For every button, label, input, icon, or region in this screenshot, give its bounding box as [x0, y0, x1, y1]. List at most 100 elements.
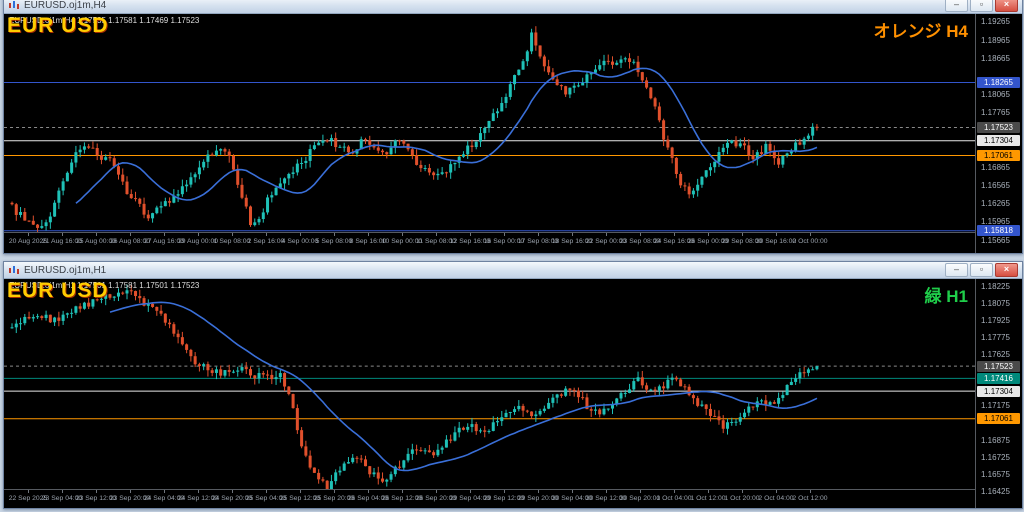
time-tick-label: 2 Oct 04:00 — [758, 495, 794, 502]
price-scale[interactable]: 1.17416 1.17304 1.17061 1.17523 1.18225 1.180… — [975, 279, 1022, 508]
price-tick-label: 1.16865 — [981, 162, 1010, 172]
time-tick-label: 26 Sep 00:00 — [687, 238, 729, 245]
time-tick-label: 25 Sep 20:00 — [313, 495, 355, 502]
time-tick-label: 2 Sep 16:00 — [247, 238, 285, 245]
time-tick-mark — [538, 490, 539, 493]
price-tick-label: 1.16265 — [981, 199, 1010, 209]
time-tick-label: 18 Sep 16:00 — [551, 238, 593, 245]
time-tick-mark — [368, 490, 369, 493]
moving-average-line — [109, 301, 818, 472]
time-tick-label: 2 Oct 00:00 — [792, 238, 828, 245]
price-tick-label: 1.16565 — [981, 181, 1010, 190]
time-tick-label: 1 Sep 08:00 — [213, 238, 251, 245]
price-scale[interactable]: 1.18265 1.17304 1.17061 1.15818 1.17523 1.192… — [975, 14, 1022, 253]
price-tick-label: 1.18075 — [981, 298, 1010, 308]
price-badge: 1.17416 — [977, 372, 1020, 384]
price-tick-label: 1.17625 — [981, 349, 1010, 359]
time-tick-mark — [300, 233, 301, 236]
time-tick-label: 8 Sep 16:00 — [349, 238, 387, 245]
chart-window-h4: EURUSD.oj1m,H4 – ▫ × EURUSD.oj1m,H4 1.17… — [3, 0, 1023, 254]
time-tick-mark — [130, 233, 131, 236]
time-tick-mark — [640, 233, 641, 236]
price-badge: 1.17304 — [977, 135, 1020, 147]
time-tick-mark — [62, 490, 63, 493]
price-badge: 1.15818 — [977, 225, 1020, 237]
price-tick-label: 1.19265 — [981, 17, 1010, 27]
time-tick-mark — [810, 233, 811, 236]
restore-button[interactable]: ▫ — [970, 263, 993, 277]
time-tick-label: 24 Sep 04:00 — [143, 495, 185, 502]
time-tick-label: 25 Sep 04:00 — [245, 495, 287, 502]
chart-window-icon — [8, 265, 20, 276]
time-tick-label: 23 Sep 08:00 — [619, 238, 661, 245]
window-controls: – ▫ × — [945, 0, 1018, 12]
time-tick-label: 22 Sep 00:00 — [585, 238, 627, 245]
time-tick-mark — [368, 233, 369, 236]
time-tick-label: 29 Sep 04:00 — [449, 495, 491, 502]
time-tick-label: 26 Sep 20:00 — [415, 495, 457, 502]
time-tick-mark — [674, 490, 675, 493]
time-tick-mark — [810, 490, 811, 493]
time-tick-label: 23 Sep 12:00 — [75, 495, 117, 502]
time-tick-label: 22 Sep 2025 — [8, 495, 48, 502]
time-tick-label: 10 Sep 00:00 — [381, 238, 423, 245]
time-tick-mark — [334, 490, 335, 493]
minimize-button[interactable]: – — [945, 263, 968, 277]
time-tick-mark — [198, 233, 199, 236]
time-tick-label: 1 Oct 12:00 — [690, 495, 726, 502]
time-axis[interactable]: 20 Aug 2025 21 Aug 16:00 25 Aug 00:00 26 Au… — [4, 232, 975, 253]
time-tick-mark — [504, 490, 505, 493]
window-title: EURUSD.oj1m,H4 — [24, 0, 107, 11]
price-tick-label: 1.16575 — [981, 469, 1010, 479]
price-tick-label: 1.17765 — [981, 108, 1010, 118]
time-tick-mark — [266, 490, 267, 493]
time-tick-label: 5 Sep 08:00 — [315, 238, 353, 245]
price-badge: 1.17061 — [977, 413, 1020, 425]
time-tick-label: 1 Oct 04:00 — [656, 495, 692, 502]
window-titlebar[interactable]: EURUSD.oj1m,H4 – ▫ × — [4, 0, 1022, 14]
minimize-button[interactable]: – — [945, 0, 968, 12]
chart-plot-area[interactable]: EURUSD.oj1m,H1 1.17501 1.17581 1.17501 1… — [4, 279, 975, 489]
time-tick-label: 2 Oct 12:00 — [792, 495, 828, 502]
candlestick-chart — [4, 284, 975, 489]
time-tick-mark — [164, 233, 165, 236]
time-tick-label: 17 Sep 08:00 — [517, 238, 559, 245]
time-tick-mark — [164, 490, 165, 493]
window-title: EURUSD.oj1m,H1 — [24, 264, 107, 276]
time-tick-label: 23 Sep 20:00 — [109, 495, 151, 502]
candlestick-chart — [4, 26, 975, 232]
time-tick-label: 29 Aug 00:00 — [177, 238, 219, 245]
price-badge: 1.17061 — [977, 149, 1020, 161]
restore-button[interactable]: ▫ — [970, 0, 993, 12]
time-tick-label: 25 Aug 00:00 — [75, 238, 117, 245]
time-tick-mark — [708, 233, 709, 236]
time-tick-mark — [96, 490, 97, 493]
time-tick-label: 30 Sep 20:00 — [619, 495, 661, 502]
moving-average-line — [75, 67, 818, 204]
time-tick-mark — [470, 490, 471, 493]
price-tick-label: 1.16875 — [981, 435, 1010, 445]
time-tick-label: 23 Sep 04:00 — [41, 495, 83, 502]
close-button[interactable]: × — [995, 263, 1018, 277]
time-tick-label: 24 Sep 12:00 — [177, 495, 219, 502]
time-tick-mark — [436, 233, 437, 236]
time-axis[interactable]: 22 Sep 2025 23 Sep 04:00 23 Sep 12:00 23 Se… — [4, 489, 975, 508]
time-tick-label: 4 Sep 00:00 — [281, 238, 319, 245]
time-tick-label: 21 Aug 16:00 — [41, 238, 83, 245]
candles-layer — [10, 26, 819, 232]
price-tick-label: 1.16425 — [981, 486, 1010, 496]
window-titlebar[interactable]: EURUSD.oj1m,H1 – ▫ × — [4, 262, 1022, 279]
chart-window-h1: EURUSD.oj1m,H1 – ▫ × EURUSD.oj1m,H1 1.17… — [3, 261, 1023, 509]
chart-plot-area[interactable]: EURUSD.oj1m,H4 1.17535 1.17581 1.17469 1… — [4, 14, 975, 232]
time-tick-label: 1 Oct 20:00 — [724, 495, 760, 502]
price-tick-label: 1.15665 — [981, 235, 1010, 245]
time-tick-mark — [470, 233, 471, 236]
price-tick-label: 1.18665 — [981, 53, 1010, 63]
symbol-label: EUR USD — [7, 14, 109, 37]
time-tick-label: 26 Sep 12:00 — [381, 495, 423, 502]
price-badge: 1.17523 — [977, 360, 1020, 372]
close-button[interactable]: × — [995, 0, 1018, 12]
time-tick-mark — [776, 233, 777, 236]
level-lines — [4, 365, 975, 420]
time-tick-label: 20 Aug 2025 — [8, 238, 48, 245]
